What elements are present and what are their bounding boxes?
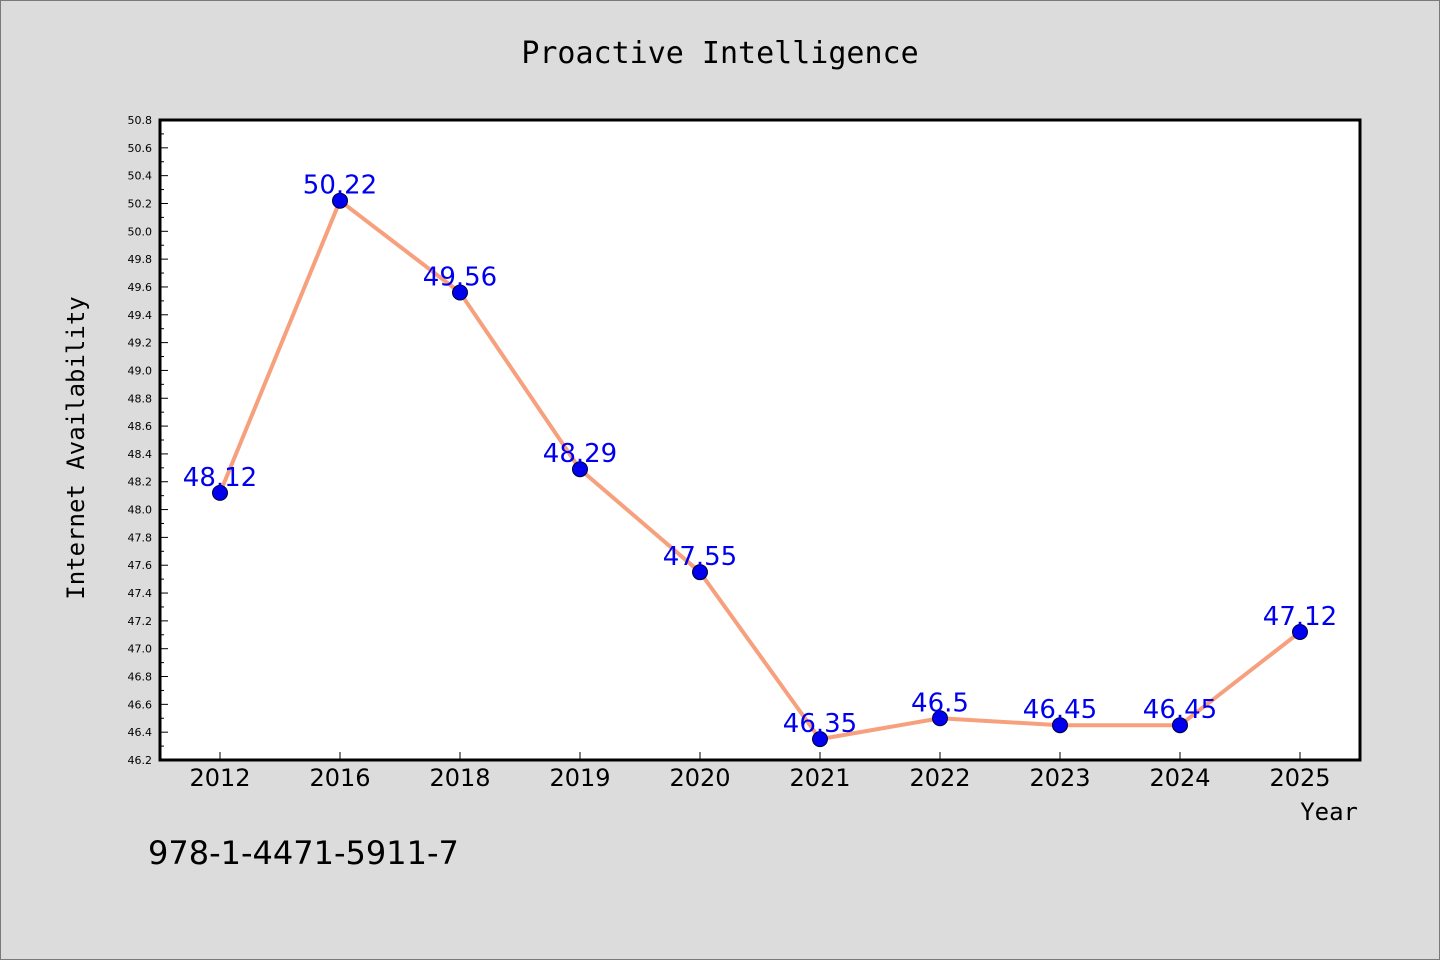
y-tick-label: 50.2: [128, 197, 153, 210]
y-tick-label: 50.6: [128, 142, 153, 155]
y-tick-label: 47.0: [128, 643, 153, 656]
y-tick-label: 46.8: [128, 671, 153, 684]
data-label: 47.12: [1263, 602, 1337, 632]
data-label: 47.55: [663, 542, 737, 572]
series-line: [218, 198, 1302, 742]
plot-area: [160, 120, 1360, 760]
data-label: 46.5: [911, 688, 969, 718]
x-tick-label: 2024: [1149, 764, 1210, 792]
data-label: 50.22: [303, 171, 377, 201]
y-tick-label: 48.2: [128, 476, 153, 489]
y-tick-label: 47.2: [128, 615, 153, 628]
y-tick-label: 50.4: [128, 170, 153, 183]
y-axis-label: Internet Availability: [62, 296, 90, 599]
y-tick-label: 47.8: [128, 531, 153, 544]
data-point: [212, 484, 228, 501]
y-tick-label: 46.4: [128, 726, 153, 739]
y-tick-label: 49.8: [128, 253, 153, 266]
data-label: 49.56: [423, 263, 497, 293]
x-tick-label: 2019: [549, 764, 610, 792]
y-tick-label: 49.6: [128, 281, 153, 294]
x-tick-label: 2020: [669, 764, 730, 792]
x-tick-label: 2012: [189, 764, 250, 792]
y-tick-label: 46.2: [128, 754, 153, 767]
data-point: [692, 564, 708, 581]
data-labels: 48.12 50.22 49.56 48.29 47.55 46.35 46.5 46.45 4…: [183, 171, 1337, 739]
data-point: [932, 710, 948, 727]
data-point: [572, 461, 588, 478]
chart-title: Proactive Intelligence: [521, 36, 918, 71]
data-point: [812, 731, 828, 748]
data-point: [1292, 624, 1308, 640]
x-axis-ticks: 2012 2016 2018 2019 2020 2021 2022 2023 2024 2025: [189, 752, 1331, 792]
y-tick-label: 47.4: [128, 587, 153, 600]
data-point: [332, 192, 348, 209]
y-tick-label: 50.0: [128, 225, 153, 238]
x-axis-label: Year: [1300, 798, 1358, 826]
footer-code: 978-1-4471-5911-7: [148, 834, 459, 872]
data-point: [1172, 717, 1188, 734]
plot-border: [158, 118, 1362, 762]
y-tick-label: 46.6: [128, 698, 153, 711]
y-tick-label: 49.0: [128, 364, 153, 377]
x-tick-label: 2025: [1269, 764, 1330, 792]
y-tick-label: 49.2: [128, 337, 153, 350]
y-tick-label: 49.4: [128, 309, 153, 322]
x-tick-label: 2018: [429, 764, 490, 792]
x-tick-label: 2023: [1029, 764, 1090, 792]
x-tick-label: 2022: [909, 764, 970, 792]
y-tick-label: 50.8: [128, 114, 153, 127]
data-label: 48.29: [543, 439, 617, 469]
data-label: 48.12: [183, 463, 257, 493]
data-point: [1052, 717, 1068, 734]
x-tick-label: 2021: [789, 764, 850, 792]
series-markers: [212, 192, 1308, 748]
data-label: 46.45: [1023, 695, 1097, 725]
y-tick-label: 48.8: [128, 392, 153, 405]
x-tick-label: 2016: [309, 764, 370, 792]
data-label: 46.45: [1143, 695, 1217, 725]
y-tick-label: 48.6: [128, 420, 153, 433]
y-tick-label: 48.0: [128, 504, 153, 517]
y-tick-label: 47.6: [128, 559, 153, 572]
data-point: [452, 284, 468, 301]
data-label: 46.35: [783, 709, 857, 739]
y-tick-label: 48.4: [128, 448, 153, 461]
